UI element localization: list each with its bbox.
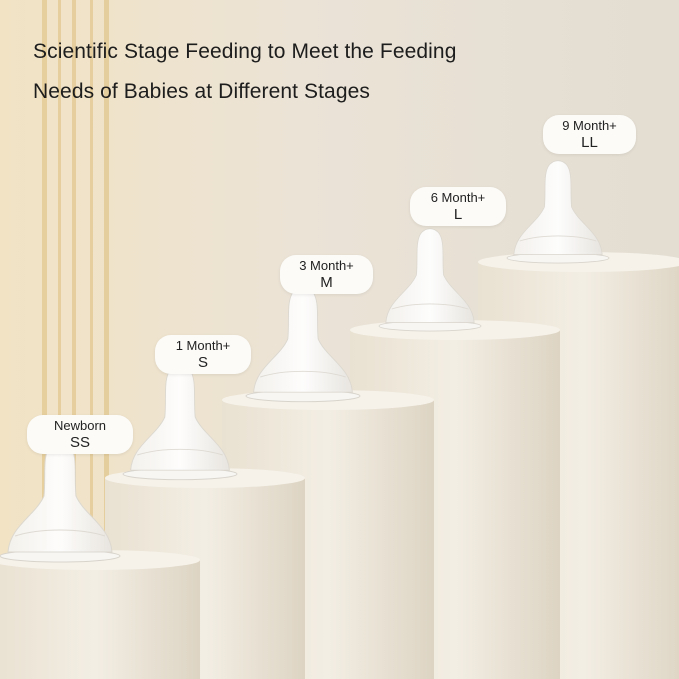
nipple-ring <box>260 370 346 378</box>
nipple-icon <box>122 364 238 481</box>
stage-label-1: 1 Month+ S <box>155 335 251 374</box>
headline-line-1: Scientific Stage Feeding to Meet the Fee… <box>33 40 457 63</box>
nipple-ring <box>137 448 223 456</box>
stage-age: 3 Month+ <box>299 258 354 273</box>
nipple-icon <box>506 160 610 264</box>
nipple-body <box>385 228 475 324</box>
nipple-ring <box>391 303 469 310</box>
stage-age: 1 Month+ <box>175 338 231 353</box>
decorative-gold-stripes <box>30 0 120 679</box>
stage-size: M <box>320 274 333 291</box>
nipple-body <box>253 286 353 393</box>
headline-line-2: Needs of Babies at Different Stages <box>33 80 370 103</box>
stage-size: S <box>197 354 208 371</box>
nipple-body <box>513 160 603 256</box>
stage-label-2: 3 Month+ M <box>280 255 373 294</box>
stage-age: 6 Month+ <box>430 190 486 205</box>
stage-size: L <box>453 206 463 223</box>
nipple-icon <box>378 228 482 332</box>
nipple-body <box>130 364 230 471</box>
stage-label-4: 9 Month+ LL <box>543 115 636 154</box>
stage-age: 9 Month+ <box>562 118 617 133</box>
stage-size: LL <box>581 134 598 151</box>
pillar-body <box>0 560 200 679</box>
pillar-0 <box>0 441 200 679</box>
nipple-icon <box>245 286 361 403</box>
nipple-icon <box>0 441 121 563</box>
stage-label-3: 6 Month+ L <box>410 187 506 226</box>
stage-label-0: Newborn SS <box>27 415 133 454</box>
stage-size: SS <box>69 434 90 451</box>
nipple-ring <box>519 235 597 242</box>
nipple-ring <box>14 529 106 537</box>
nipple-body <box>7 441 113 553</box>
stage-age: Newborn <box>53 418 107 433</box>
